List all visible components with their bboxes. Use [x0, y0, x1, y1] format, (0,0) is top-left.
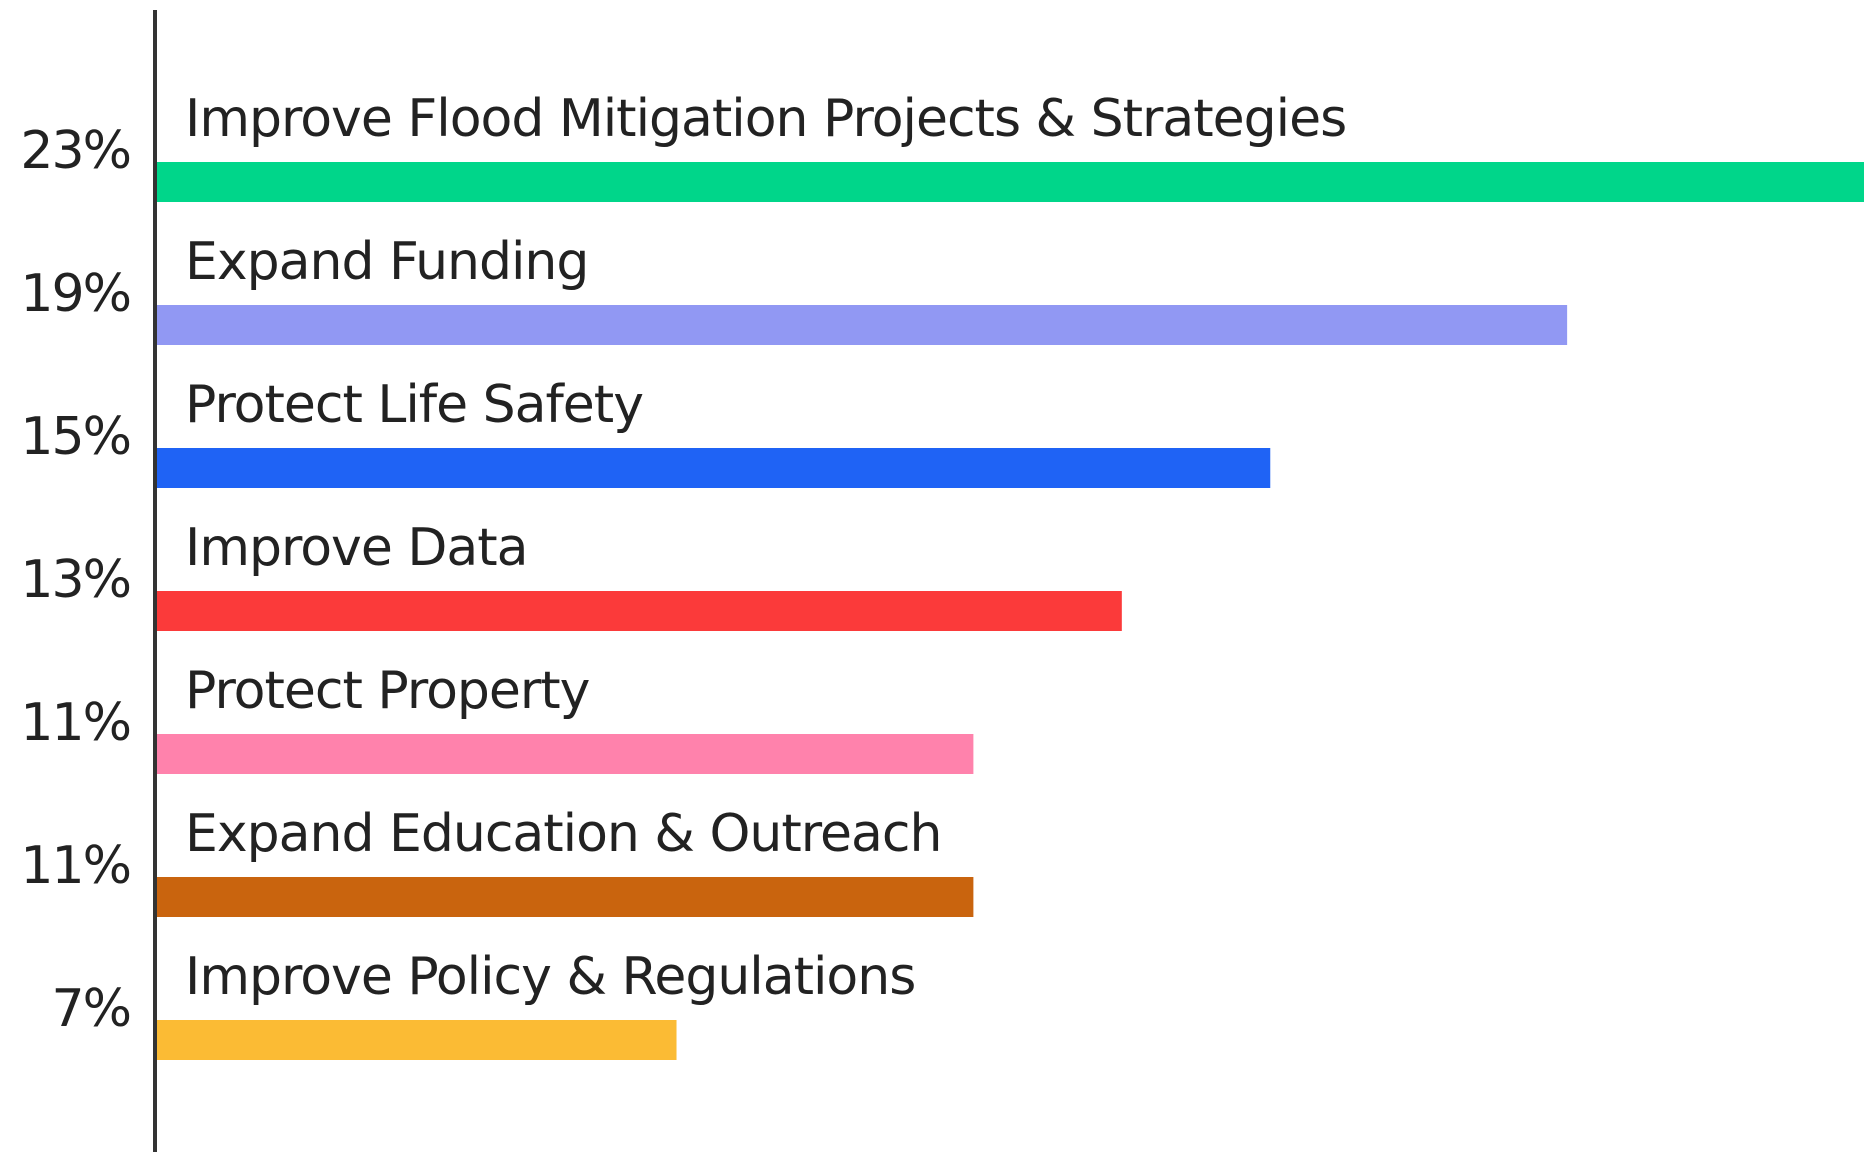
category-label: Expand Funding: [185, 232, 588, 292]
bar: [157, 591, 1122, 631]
value-label: 7%: [52, 979, 131, 1039]
category-label: Protect Life Safety: [185, 375, 643, 435]
bar: [157, 305, 1568, 345]
value-label: 11%: [20, 693, 130, 753]
category-label: Expand Education & Outreach: [185, 804, 941, 864]
value-label: 15%: [20, 407, 130, 467]
value-label: 11%: [20, 836, 130, 896]
bar: [157, 877, 974, 917]
value-label: 19%: [20, 264, 130, 324]
category-label: Improve Flood Mitigation Projects & Stra…: [185, 89, 1346, 149]
bar: [157, 1020, 677, 1060]
bar: [157, 734, 974, 774]
value-label: 23%: [20, 121, 130, 181]
category-label: Improve Data: [185, 518, 528, 578]
category-label: Protect Property: [185, 661, 590, 721]
category-label: Improve Policy & Regulations: [185, 947, 915, 1007]
value-label: 13%: [20, 550, 130, 610]
bar: [157, 448, 1271, 488]
bar: [157, 162, 1864, 202]
